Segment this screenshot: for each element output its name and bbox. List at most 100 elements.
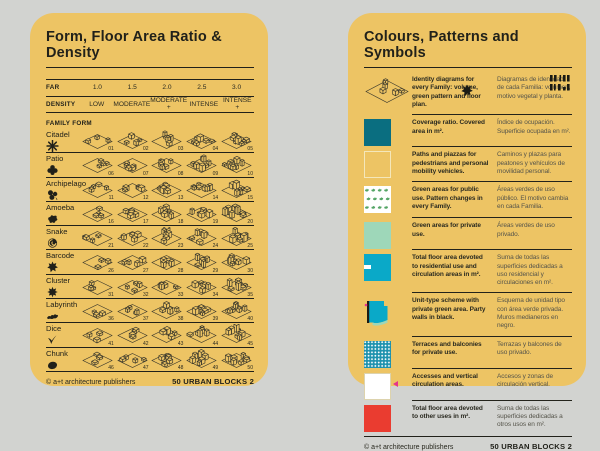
block-number: 25	[247, 243, 253, 250]
leaf-icon	[460, 84, 474, 102]
legend-swatch-box	[364, 404, 406, 435]
legend-text-es: Esquema de unidad tipo con área verde pr…	[497, 297, 565, 330]
legend-row: Unit-type scheme with private green area…	[364, 293, 572, 337]
block-number: 05	[247, 146, 253, 153]
block-number: 31	[108, 292, 114, 299]
block-diagram-cell: 12	[115, 178, 150, 201]
legend-text-en: Total floor area devoted to residential …	[412, 254, 483, 278]
color-swatch	[364, 119, 391, 147]
block-diagram-cell: 15	[219, 178, 254, 201]
block-diagram-cell: 25	[219, 226, 254, 249]
family-header: Dice	[46, 323, 80, 346]
legend-texts: Total floor area devoted to other uses i…	[412, 405, 572, 435]
legend-text-en: Paths and piazzas for pedestrians and pe…	[412, 151, 489, 175]
block-diagram-cell: 05	[219, 129, 254, 152]
block-diagram-cell: 16	[80, 202, 115, 225]
density-value: MODERATE +	[150, 97, 188, 112]
family-leaf-icon-citadel	[46, 139, 80, 153]
family-header: Labyrinth	[46, 299, 80, 322]
legend-text-en: Green areas for private use.	[412, 222, 481, 238]
legend-text-en: Green areas for public use. Pattern chan…	[412, 186, 483, 210]
block-diagram-cell: 10	[219, 153, 254, 177]
legend-swatch-box	[364, 222, 406, 250]
family-row-citadel: Citadel 01 02 03 04 05	[46, 129, 254, 154]
legend-row: Total floor area devoted to residential …	[364, 250, 572, 294]
block-number: 08	[177, 170, 184, 177]
family-name: Dice	[46, 324, 62, 334]
family-header: Amoeba	[46, 202, 80, 225]
family-name: Labyrinth	[46, 300, 78, 310]
block-diagram-cell: 03	[150, 129, 185, 152]
right-card-title: Colours, Patterns and Symbols	[364, 25, 572, 68]
family-leaf-icon-snake	[46, 236, 80, 248]
footer-divider	[364, 435, 572, 437]
block-number: 19	[212, 219, 219, 226]
block-number: 04	[212, 146, 219, 153]
right-card-footer: © a+t architecture publishers 50 URBAN B…	[364, 442, 572, 451]
family-row-patio: Patio 06 07 08 09 10	[46, 153, 254, 178]
legend-texts: Green areas for private use. Áreas verdes…	[412, 222, 572, 251]
color-swatch	[364, 404, 391, 432]
legend-list: Identity diagrams for every Family: volu…	[364, 72, 572, 435]
family-leaf-icon-chunk	[46, 358, 80, 370]
legend-text-es: Índice de ocupación. Superficie ocupada …	[497, 119, 571, 135]
block-diagram-cell: 20	[219, 202, 254, 225]
block-diagram-cell: 02	[115, 129, 150, 152]
block-diagram-cell: 41	[80, 323, 115, 347]
terraces-swatch	[364, 340, 391, 368]
block-number: 37	[143, 316, 149, 323]
density-value: INTENSE +	[223, 97, 252, 112]
series-title: 50 URBAN BLOCKS 2	[490, 441, 572, 451]
legend-texts: Paths and piazzas for pedestrians and pe…	[412, 151, 572, 183]
far-label: FAR	[46, 84, 60, 92]
block-number: 21	[108, 243, 114, 250]
block-number: 01	[108, 146, 114, 153]
block-number: 43	[177, 340, 184, 347]
legend-texts: Accesses and vertical circulation areas.…	[412, 373, 572, 401]
block-number: 30	[247, 267, 253, 274]
legend-texts: Coverage ratio. Covered area in m². Índic…	[412, 119, 572, 148]
floorplan-icon	[550, 75, 572, 96]
family-row-labyrinth: Labyrinth 36 37 38 39 40	[46, 299, 254, 324]
block-number: 03	[177, 146, 184, 153]
family-name: Snake	[46, 227, 68, 237]
block-number: 10	[247, 170, 253, 177]
block-number: 11	[108, 194, 114, 201]
legend-swatch-box	[364, 340, 406, 369]
block-number: 44	[212, 340, 219, 347]
legend-text-en: Accesses and vertical circulation areas.	[412, 372, 478, 388]
access-arrow-icon	[393, 380, 398, 387]
left-card-footer: © a+t architecture publishers 50 URBAN B…	[46, 377, 254, 386]
family-header: Patio	[46, 153, 80, 176]
block-number: 16	[108, 219, 114, 226]
legend-text-en: Terraces and balconies for private use.	[412, 340, 482, 356]
block-diagram-cell: 46	[80, 348, 115, 371]
block-diagram-cell: 07	[115, 153, 150, 177]
legend-row: Coverage ratio. Covered area in m². Índic…	[364, 115, 572, 148]
block-diagram-cell: 44	[184, 323, 219, 347]
legend-texts: Green areas for public use. Pattern chan…	[412, 186, 572, 219]
legend-texts: Unit-type scheme with private green area…	[412, 297, 572, 337]
legend-swatch-box	[364, 297, 406, 336]
block-number: 09	[212, 170, 219, 177]
legend-text-es: Áreas verdes de uso privado.	[497, 222, 555, 238]
block-number: 20	[247, 219, 253, 226]
block-diagram-cell: 37	[115, 299, 150, 322]
block-number: 50	[247, 364, 253, 371]
family-leaf-icon-dice	[46, 333, 80, 345]
block-diagram-cell: 33	[150, 275, 185, 298]
legend-text-en: Coverage ratio. Covered area in m².	[412, 119, 485, 135]
block-diagram-cell: 34	[184, 275, 219, 298]
density-value: LOW	[89, 100, 105, 108]
far-value: 2.0	[162, 84, 172, 92]
block-number: 47	[143, 364, 149, 371]
block-number: 48	[177, 364, 184, 371]
block-diagram-cell: 23	[150, 226, 185, 249]
density-value: MODERATE	[113, 100, 151, 108]
color-swatch	[364, 222, 391, 250]
block-diagram-cell: 32	[115, 275, 150, 298]
block-number: 17	[143, 219, 149, 226]
block-number: 29	[212, 267, 219, 274]
far-value: 2.5	[197, 84, 207, 92]
block-number: 23	[177, 243, 184, 250]
